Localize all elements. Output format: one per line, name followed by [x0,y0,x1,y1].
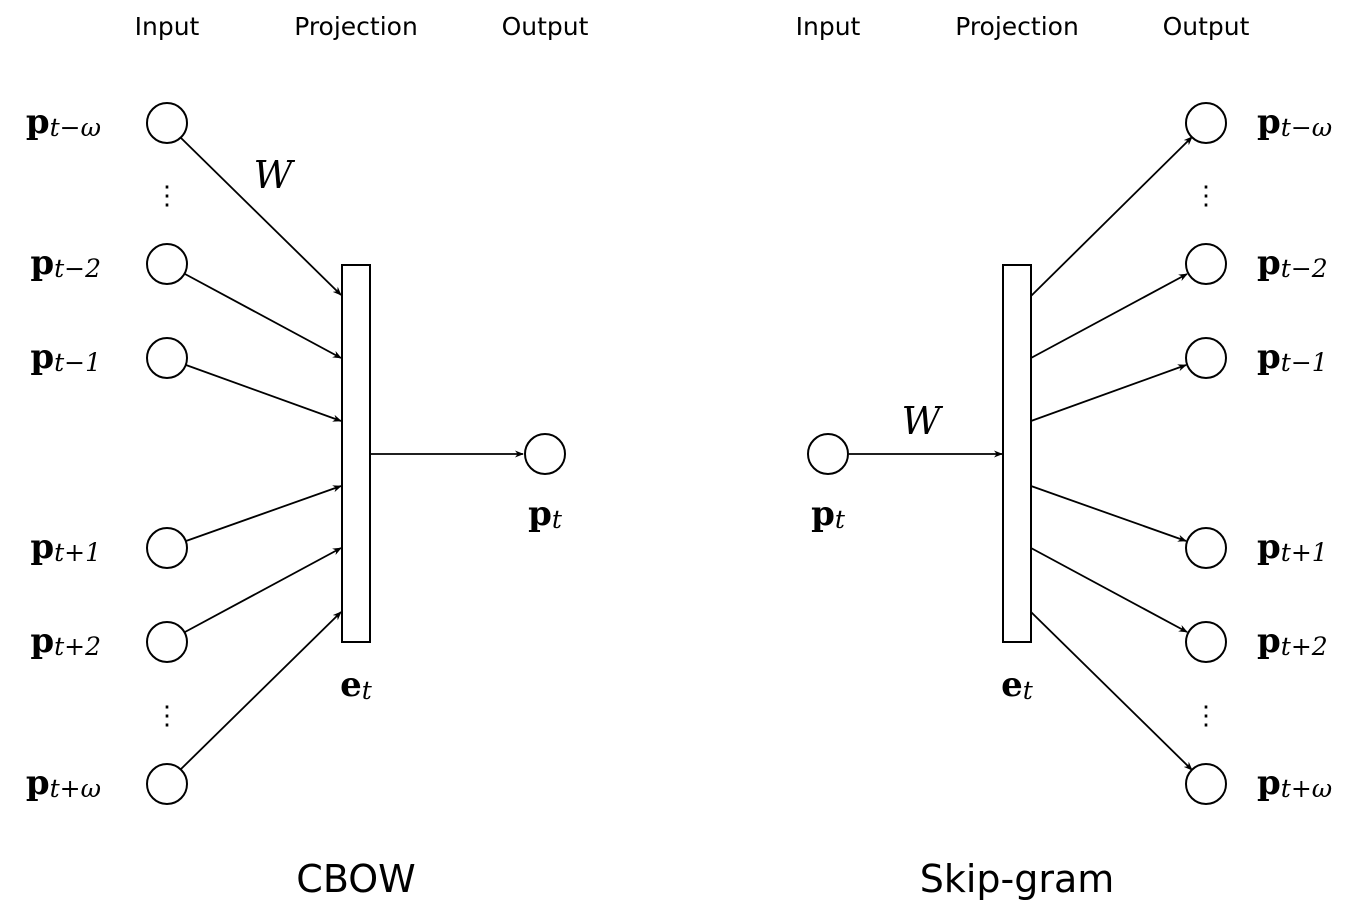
skipgram-output-node-2 [1185,243,1227,285]
skipgram-edge-output-1 [1030,136,1193,297]
skipgram-output-label-5-sub: t+2 [1281,632,1328,661]
cbow-input-header: Input [135,12,200,41]
skipgram-output-label-3: pt−1 [1257,337,1328,377]
cbow-input-label-6: pt+ω [26,763,101,803]
skipgram-input-label: pt [811,494,846,534]
skipgram-edge-output-6 [1030,611,1193,771]
cbow-input-label-6-main: p [26,763,50,803]
skipgram-output-node-5 [1185,621,1227,663]
skipgram-output-label-4: pt+1 [1257,527,1328,567]
cbow-input-label-4: pt+1 [30,527,101,567]
cbow-output-node [524,433,566,475]
cbow-input-label-2-sub: t−2 [54,254,101,283]
skipgram-input-label-main: p [811,494,835,534]
skipgram-output-node-3 [1185,337,1227,379]
cbow-input-label-5: pt+2 [30,621,101,661]
cbow-title: CBOW [296,857,415,901]
cbow-output-label-sub: t [552,505,563,534]
skipgram-output-label-6-sub: t+ω [1281,774,1332,803]
cbow-projection-header: Projection [294,12,418,41]
skipgram-vdots-top: ⋮ [1193,181,1219,211]
skipgram-input-label-sub: t [835,505,846,534]
cbow-edge-input-1 [179,136,342,296]
cbow-output-label-main: p [528,494,552,534]
cbow-input-label-5-sub: t+2 [54,632,101,661]
cbow-panel: Input Projection Output ⋮ ⋮ W pt−ω p [26,12,589,901]
cbow-output-header: Output [502,12,589,41]
skipgram-output-label-6-main: p [1257,763,1281,803]
skipgram-projection-label-sub: t [1023,676,1034,705]
skipgram-panel: Input Projection Output ⋮ ⋮ W pt [796,12,1333,901]
cbow-input-label-5-main: p [30,621,54,661]
cbow-input-label-1-sub: t−ω [50,113,101,142]
cbow-input-label-1-main: p [26,102,50,142]
skipgram-output-label-4-sub: t+1 [1281,538,1328,567]
cbow-input-label-6-sub: t+ω [50,774,101,803]
skipgram-edge-output-2 [1030,273,1188,359]
cbow-input-label-2-main: p [30,243,54,283]
skipgram-vdots-bottom: ⋮ [1193,701,1219,731]
skipgram-projection-header: Projection [955,12,1079,41]
cbow-input-label-4-sub: t+1 [54,538,101,567]
skipgram-input-header: Input [796,12,861,41]
skipgram-output-node-6 [1185,763,1227,805]
skipgram-output-label-6: pt+ω [1257,763,1332,803]
skipgram-output-label-4-main: p [1257,527,1281,567]
skipgram-output-label-5-main: p [1257,621,1281,661]
cbow-projection-bar [341,264,371,643]
cbow-edge-input-4 [185,485,342,542]
cbow-input-node-3 [146,337,188,379]
cbow-vdots-top: ⋮ [154,181,180,211]
cbow-projection-label-main: e [340,665,362,705]
skipgram-output-label-1-sub: t−ω [1281,113,1332,142]
skipgram-output-label-2-sub: t−2 [1281,254,1328,283]
skipgram-output-label-3-sub: t−1 [1281,348,1328,377]
skipgram-output-label-1-main: p [1257,102,1281,142]
cbow-input-label-1: pt−ω [26,102,101,142]
cbow-projection-label-sub: t [362,676,373,705]
cbow-input-node-2 [146,243,188,285]
cbow-weight-label: W [253,153,295,197]
cbow-edge-input-2 [184,273,342,359]
cbow-input-label-2: pt−2 [30,243,101,283]
cbow-vdots-bottom: ⋮ [154,701,180,731]
skipgram-projection-bar [1002,264,1032,643]
cbow-edge-input-5 [184,547,342,633]
cbow-edge-input-6 [179,611,342,771]
skipgram-output-label-2-main: p [1257,243,1281,283]
cbow-input-label-4-main: p [30,527,54,567]
skipgram-output-node-4 [1185,527,1227,569]
skipgram-title: Skip-gram [920,857,1115,901]
skipgram-edge-output-5 [1030,547,1188,633]
cbow-input-label-3-main: p [30,337,54,377]
skipgram-output-label-5: pt+2 [1257,621,1328,661]
skipgram-edge-output-3 [1030,364,1187,422]
skipgram-input-node [807,433,849,475]
cbow-input-node-1 [146,102,188,144]
skipgram-output-label-3-main: p [1257,337,1281,377]
cbow-output-label: pt [528,494,563,534]
cbow-input-label-3-sub: t−1 [54,348,101,377]
skipgram-output-header: Output [1163,12,1250,41]
skipgram-output-label-2: pt−2 [1257,243,1328,283]
cbow-input-node-5 [146,621,188,663]
cbow-edge-input-3 [185,364,342,422]
cbow-input-label-3: pt−1 [30,337,101,377]
skipgram-output-node-1 [1185,102,1227,144]
cbow-projection-label: et [340,665,373,705]
skipgram-edge-output-4 [1030,485,1187,542]
skipgram-projection-label-main: e [1001,665,1023,705]
cbow-input-node-4 [146,527,188,569]
cbow-input-node-6 [146,763,188,805]
skipgram-output-label-1: pt−ω [1257,102,1332,142]
skipgram-projection-label: et [1001,665,1034,705]
skipgram-weight-label: W [901,399,943,443]
